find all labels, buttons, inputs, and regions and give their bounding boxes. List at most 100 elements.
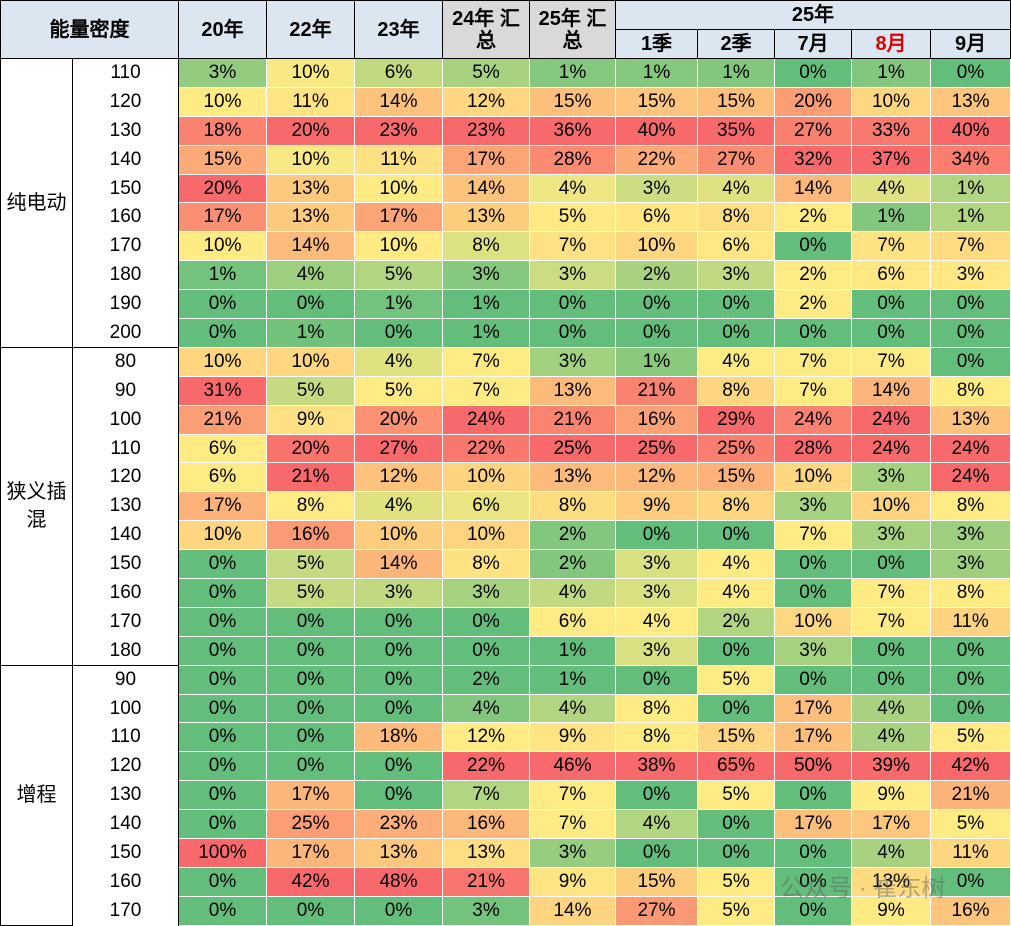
value-cell: 13% <box>529 375 616 406</box>
data-row: 100 0% 0% 0% 4% 4% 8% 0% 17% 4% 0% <box>1 693 1011 724</box>
density-label: 180 <box>72 260 179 290</box>
value-cell: 0% <box>354 635 443 666</box>
data-row: 160 0% 42% 48% 21% 9% 15% 5% 0% 13% 0% <box>1 866 1011 897</box>
value-cell: 22% <box>442 751 530 782</box>
value-cell: 36% <box>529 115 616 146</box>
value-cell: 1% <box>529 58 616 88</box>
value-cell: 7% <box>442 375 530 406</box>
value-cell: 5% <box>697 780 775 811</box>
value-cell: 0% <box>354 693 443 724</box>
data-row: 130 18% 20% 23% 23% 36% 40% 35% 27% 33% 40% <box>1 115 1011 146</box>
value-cell: 9% <box>615 491 698 522</box>
value-cell: 9% <box>529 722 616 753</box>
value-cell: 15% <box>697 462 775 493</box>
value-cell: 7% <box>929 231 1011 262</box>
value-cell: 3% <box>615 549 698 580</box>
value-cell: 0% <box>615 664 698 695</box>
density-label: 170 <box>72 607 179 637</box>
value-cell: 0% <box>697 289 775 320</box>
value-cell: 3% <box>929 260 1011 291</box>
value-cell: 38% <box>615 751 698 782</box>
value-cell: 4% <box>442 693 530 724</box>
value-cell: 4% <box>615 606 698 637</box>
value-cell: 6% <box>529 606 616 637</box>
value-cell: 0% <box>774 318 852 348</box>
value-cell: 7% <box>529 809 616 840</box>
value-cell: 14% <box>354 549 443 580</box>
value-cell: 23% <box>354 809 443 840</box>
value-cell: 42% <box>266 866 355 897</box>
value-cell: 4% <box>354 346 443 377</box>
value-cell: 5% <box>266 549 355 580</box>
value-cell: 4% <box>851 693 931 724</box>
value-cell: 16% <box>266 520 355 551</box>
header-row: 1季 2季 7月 8月 9月 <box>1 29 1011 59</box>
value-cell: 10% <box>266 346 355 377</box>
value-cell: 29% <box>697 404 775 435</box>
value-cell: 27% <box>697 144 775 175</box>
value-cell: 7% <box>442 780 530 811</box>
value-cell: 5% <box>697 664 775 695</box>
value-cell: 7% <box>851 578 931 608</box>
value-cell: 10% <box>178 520 267 551</box>
value-cell: 20% <box>266 433 355 464</box>
value-cell: 5% <box>442 58 530 88</box>
density-label: 200 <box>72 318 179 348</box>
value-cell: 20% <box>354 404 443 435</box>
value-cell: 5% <box>266 578 355 608</box>
value-cell: 17% <box>354 202 443 233</box>
density-label: 140 <box>72 809 179 839</box>
value-cell: 1% <box>529 635 616 666</box>
value-cell: 32% <box>774 144 852 175</box>
value-cell: 1% <box>266 318 355 348</box>
value-cell: 27% <box>774 115 852 146</box>
data-row: 100 21% 9% 20% 24% 21% 16% 29% 24% 24% 13% <box>1 404 1011 435</box>
value-cell: 7% <box>529 780 616 811</box>
value-cell: 0% <box>615 780 698 811</box>
value-cell: 21% <box>442 866 530 897</box>
value-cell: 4% <box>697 173 775 204</box>
value-cell: 10% <box>354 173 443 204</box>
value-cell: 1% <box>615 58 698 88</box>
value-cell: 0% <box>354 606 443 637</box>
value-cell: 33% <box>851 115 931 146</box>
value-cell: 10% <box>442 462 530 493</box>
value-cell: 17% <box>774 693 852 724</box>
value-cell: 0% <box>354 664 443 695</box>
sub-header: 8月 <box>851 29 931 59</box>
value-cell: 23% <box>442 115 530 146</box>
column-header: 22年 <box>266 0 355 59</box>
value-cell: 34% <box>929 144 1011 175</box>
value-cell: 0% <box>774 664 852 695</box>
value-cell: 0% <box>529 318 616 348</box>
value-cell: 0% <box>266 606 355 637</box>
density-label: 130 <box>72 780 179 810</box>
value-cell: 4% <box>851 722 931 753</box>
value-cell: 10% <box>851 86 931 117</box>
value-cell: 14% <box>442 173 530 204</box>
value-cell: 7% <box>851 231 931 262</box>
value-cell: 0% <box>266 289 355 320</box>
value-cell: 0% <box>929 693 1011 724</box>
value-cell: 0% <box>774 866 852 897</box>
value-cell: 0% <box>851 635 931 666</box>
value-cell: 25% <box>615 433 698 464</box>
value-cell: 3% <box>929 520 1011 551</box>
value-cell: 37% <box>851 144 931 175</box>
value-cell: 1% <box>929 202 1011 233</box>
value-cell: 0% <box>615 838 698 868</box>
value-cell: 1% <box>851 202 931 233</box>
value-cell: 8% <box>266 491 355 522</box>
value-cell: 17% <box>851 809 931 840</box>
corner-header: 能量密度 <box>0 0 179 59</box>
value-cell: 0% <box>178 289 267 320</box>
density-label: 120 <box>72 462 179 492</box>
value-cell: 5% <box>354 260 443 291</box>
value-cell: 6% <box>615 202 698 233</box>
value-cell: 8% <box>929 578 1011 608</box>
value-cell: 0% <box>354 895 443 926</box>
value-cell: 15% <box>615 86 698 117</box>
value-cell: 13% <box>442 838 530 868</box>
value-cell: 18% <box>178 115 267 146</box>
